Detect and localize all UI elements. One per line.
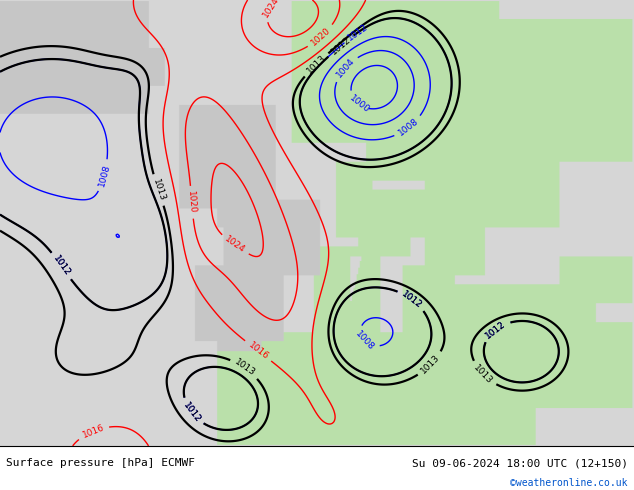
- Text: 1013: 1013: [233, 358, 257, 378]
- Text: 1004: 1004: [334, 57, 356, 80]
- Text: 1024: 1024: [223, 235, 247, 255]
- Text: 1008: 1008: [97, 163, 112, 188]
- Text: Su 09-06-2024 18:00 UTC (12+150): Su 09-06-2024 18:00 UTC (12+150): [411, 458, 628, 468]
- Text: 1024: 1024: [261, 0, 281, 19]
- Text: 1008: 1008: [354, 329, 376, 352]
- Text: ©weatheronline.co.uk: ©weatheronline.co.uk: [510, 478, 628, 488]
- Text: 1016: 1016: [81, 423, 106, 440]
- Text: 1016: 1016: [246, 341, 270, 362]
- Text: 1012: 1012: [51, 254, 72, 278]
- Text: 1012: 1012: [484, 319, 508, 340]
- Text: 1013: 1013: [151, 178, 166, 202]
- Text: 1012: 1012: [329, 35, 353, 57]
- Text: 1012: 1012: [400, 289, 424, 310]
- Text: 1012: 1012: [346, 23, 370, 43]
- Text: Surface pressure [hPa] ECMWF: Surface pressure [hPa] ECMWF: [6, 458, 195, 468]
- Text: 1013: 1013: [472, 363, 495, 386]
- Text: 1000: 1000: [347, 94, 371, 115]
- Text: 1012: 1012: [484, 319, 508, 340]
- Text: 1020: 1020: [309, 25, 332, 48]
- Text: 1013: 1013: [419, 353, 442, 376]
- Text: 1012: 1012: [400, 289, 424, 310]
- Text: 1008: 1008: [397, 117, 420, 138]
- Text: 1012: 1012: [181, 400, 202, 424]
- Text: 1012: 1012: [181, 400, 202, 424]
- Text: 1012: 1012: [51, 254, 72, 278]
- Text: 1020: 1020: [186, 191, 197, 214]
- Text: 1013: 1013: [305, 53, 328, 76]
